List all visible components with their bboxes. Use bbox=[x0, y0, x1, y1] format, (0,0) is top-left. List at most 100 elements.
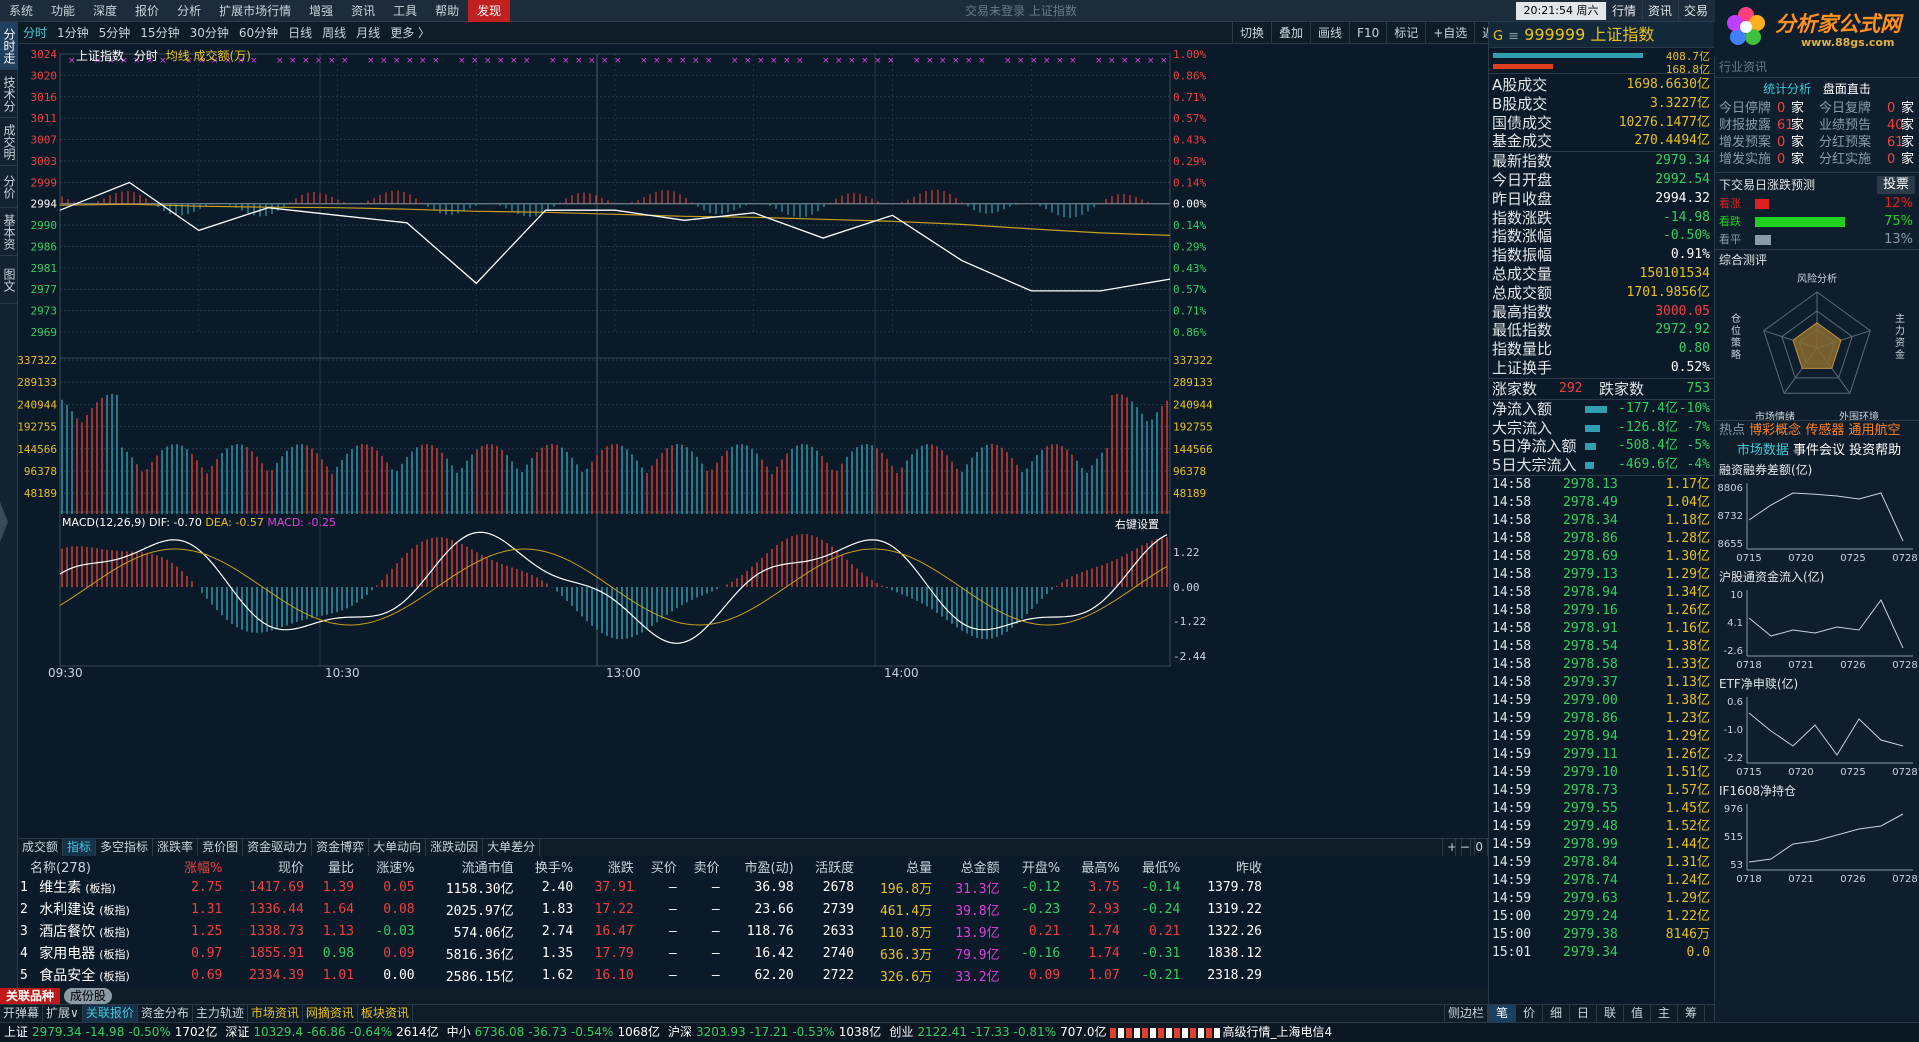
btn-main-track[interactable]: 主力轨迹 bbox=[193, 1005, 248, 1022]
quote-tab[interactable]: 笔 bbox=[1489, 1005, 1516, 1022]
menu-system[interactable]: 系统 bbox=[9, 4, 34, 18]
col-header[interactable]: 昨收 bbox=[1235, 860, 1262, 876]
ind-tab-capital-game[interactable]: 资金博弈 bbox=[312, 839, 370, 856]
period-60min[interactable]: 60分钟 bbox=[238, 26, 279, 40]
subtab-live[interactable]: 盘面直击 bbox=[1822, 82, 1871, 96]
btn-web-news[interactable]: 网摘资讯 bbox=[303, 1005, 358, 1022]
server-name[interactable]: 高级行情_上海电信4 bbox=[1222, 1025, 1333, 1039]
index-status[interactable]: 中小 6736.08 -36.73 -0.54% 1068亿 bbox=[446, 1025, 660, 1039]
tab-f10[interactable]: 图文F10 bbox=[0, 256, 18, 304]
tab-trade-detail[interactable]: 成交明细 bbox=[0, 118, 18, 166]
quote-tab[interactable]: 价 bbox=[1516, 1005, 1543, 1022]
chart-area[interactable]: 3024 1.00% 3020 0.86% 3016 0.71% 3011 0.57% 3007… bbox=[18, 44, 1488, 839]
col-header[interactable]: 开盘% bbox=[1021, 860, 1061, 876]
tool-switch[interactable]: 切换 bbox=[1232, 22, 1271, 44]
col-header[interactable]: 最低% bbox=[1141, 860, 1181, 876]
col-header[interactable]: 买价 bbox=[650, 860, 677, 876]
sector-name[interactable]: 水利建设 (板指) bbox=[39, 902, 130, 918]
menu-tools[interactable]: 工具 bbox=[393, 4, 418, 18]
menu-ext-market[interactable]: 扩展市场行情 bbox=[219, 4, 292, 18]
tab-market-data[interactable]: 市场数据 bbox=[1736, 443, 1789, 458]
btn-related-quote[interactable]: 关联报价 bbox=[82, 1005, 138, 1022]
col-header[interactable]: 名称(278) bbox=[30, 860, 91, 876]
subtab-stats[interactable]: 统计分析 bbox=[1763, 82, 1812, 96]
quote-tab[interactable]: 主 bbox=[1651, 1005, 1678, 1022]
hot-3[interactable]: 通用航空 bbox=[1848, 423, 1901, 438]
menu-news[interactable]: 资讯 bbox=[351, 4, 376, 18]
period-30min[interactable]: 30分钟 bbox=[189, 26, 229, 40]
index-status[interactable]: 深证 10329.4 -66.86 -0.64% 2614亿 bbox=[225, 1025, 439, 1039]
menu-icon[interactable]: ≡ bbox=[1508, 29, 1520, 44]
collapse-arrow-icon[interactable] bbox=[0, 502, 8, 542]
period-15min[interactable]: 15分钟 bbox=[140, 26, 180, 40]
tick-list[interactable]: 14:58 2978.13 1.17亿 14:58 2978.49 1.04亿 14:58 2… bbox=[1489, 476, 1714, 962]
table-row[interactable]: 5 食品安全 (板指) 0.69 2334.39 1.01 0.00 2586.15亿 1.62… bbox=[18, 964, 1268, 986]
tab-basic-info[interactable]: 基本资料 bbox=[0, 208, 18, 256]
sector-name[interactable]: 维生素 (板指) bbox=[39, 880, 116, 896]
ind-tab-big-order[interactable]: 大单动向 bbox=[369, 839, 427, 856]
col-header[interactable]: 活跃度 bbox=[815, 860, 855, 876]
quote-tab[interactable]: 细 bbox=[1543, 1005, 1570, 1022]
minus-icon[interactable]: − bbox=[1454, 839, 1475, 856]
ind-tab-auction[interactable]: 竞价图 bbox=[198, 839, 244, 856]
tab-components[interactable]: 成份股 bbox=[63, 988, 112, 1004]
btn-sector-news[interactable]: 板块资讯 bbox=[358, 1005, 413, 1022]
col-header[interactable]: 流通市值 bbox=[461, 860, 514, 876]
tab-price-table[interactable]: 分价表 bbox=[0, 166, 18, 208]
sector-name[interactable]: 家用电器 (板指) bbox=[39, 946, 130, 962]
timeshare-chart[interactable]: 3024 1.00% 3020 0.86% 3016 0.71% 3011 0.57% 3007… bbox=[18, 44, 1488, 839]
period-week[interactable]: 周线 bbox=[322, 26, 347, 40]
vote-button[interactable]: 投票 bbox=[1876, 176, 1915, 194]
col-header[interactable]: 涨跌 bbox=[607, 860, 634, 876]
col-header[interactable]: 涨速% bbox=[376, 860, 415, 876]
sector-name[interactable]: 酒店餐饮 (板指) bbox=[39, 924, 130, 940]
tool-f10[interactable]: F10 bbox=[1349, 22, 1386, 44]
quote-tab[interactable]: 值 bbox=[1624, 1005, 1651, 1022]
menu-help[interactable]: 帮助 bbox=[435, 4, 460, 18]
col-header[interactable]: 总金额 bbox=[960, 860, 1000, 876]
quote-tab[interactable]: 日 bbox=[1570, 1005, 1597, 1022]
col-header[interactable]: 涨幅% bbox=[184, 860, 223, 876]
menu-discover[interactable]: 发现 bbox=[468, 0, 511, 22]
menu-depth[interactable]: 深度 bbox=[93, 4, 118, 18]
ind-tab-capital-drive[interactable]: 资金驱动力 bbox=[243, 839, 313, 856]
index-status[interactable]: 沪深 3203.93 -17.21 -0.53% 1038亿 bbox=[667, 1025, 882, 1039]
zero-button[interactable]: 0 bbox=[1470, 839, 1488, 856]
col-header[interactable]: 市盈(动) bbox=[744, 860, 794, 876]
col-header[interactable]: 现价 bbox=[277, 860, 304, 876]
col-header[interactable]: 量比 bbox=[328, 860, 355, 876]
btn-expand[interactable]: 扩展∨ bbox=[43, 1005, 83, 1022]
col-header[interactable]: 总量 bbox=[906, 860, 933, 876]
menu-quote[interactable]: 报价 bbox=[135, 4, 160, 18]
sector-name[interactable]: 食品安全 (板指) bbox=[39, 968, 130, 984]
table-row[interactable]: 2 水利建设 (板指) 1.31 1336.44 1.64 0.08 2025.97亿 1.83… bbox=[18, 898, 1268, 920]
col-header[interactable]: 卖价 bbox=[693, 860, 720, 876]
period-more[interactable]: 更多 〉 bbox=[390, 26, 431, 40]
index-status[interactable]: 创业 2122.41 -17.33 -0.81% 707.0亿 bbox=[889, 1025, 1107, 1039]
menu-function[interactable]: 功能 bbox=[51, 4, 76, 18]
hot-2[interactable]: 传感器 bbox=[1805, 423, 1845, 438]
tool-mark[interactable]: 标记 bbox=[1386, 22, 1425, 44]
top-button-quote[interactable]: 行情 bbox=[1606, 1, 1641, 21]
period-timeshare[interactable]: 分时 bbox=[23, 26, 48, 40]
ind-tab-updown-cause[interactable]: 涨跌动因 bbox=[426, 839, 484, 856]
period-1min[interactable]: 1分钟 bbox=[57, 26, 89, 40]
btn-market-news[interactable]: 市场资讯 bbox=[248, 1005, 303, 1022]
period-5min[interactable]: 5分钟 bbox=[98, 26, 131, 40]
period-day[interactable]: 日线 bbox=[288, 26, 313, 40]
tool-overlay[interactable]: 叠加 bbox=[1271, 22, 1310, 44]
tab-invest-help[interactable]: 投资帮助 bbox=[1849, 443, 1902, 458]
tab-timeshare[interactable]: 分时走势 bbox=[0, 22, 18, 70]
index-status[interactable]: 上证 2979.34 -14.98 -0.50% 1702亿 bbox=[4, 1025, 218, 1039]
table-row[interactable]: 4 家用电器 (板指) 0.97 1855.91 0.98 0.09 5816.36亿 1.35… bbox=[18, 942, 1268, 964]
plus-icon[interactable]: + bbox=[1441, 839, 1462, 856]
tool-draw[interactable]: 画线 bbox=[1310, 22, 1349, 44]
tab-related[interactable]: 关联品种 bbox=[0, 988, 61, 1004]
quote-tab[interactable]: 联 bbox=[1597, 1005, 1624, 1022]
menu-analysis[interactable]: 分析 bbox=[177, 4, 202, 18]
menu-enhance[interactable]: 增强 bbox=[309, 4, 334, 18]
ind-tab-longshort[interactable]: 多空指标 bbox=[96, 839, 154, 856]
tool-add-watch[interactable]: +自选 bbox=[1425, 22, 1474, 44]
top-button-trade[interactable]: 交易 bbox=[1678, 1, 1713, 21]
tab-tech-analysis[interactable]: 技术分析 bbox=[0, 70, 18, 118]
